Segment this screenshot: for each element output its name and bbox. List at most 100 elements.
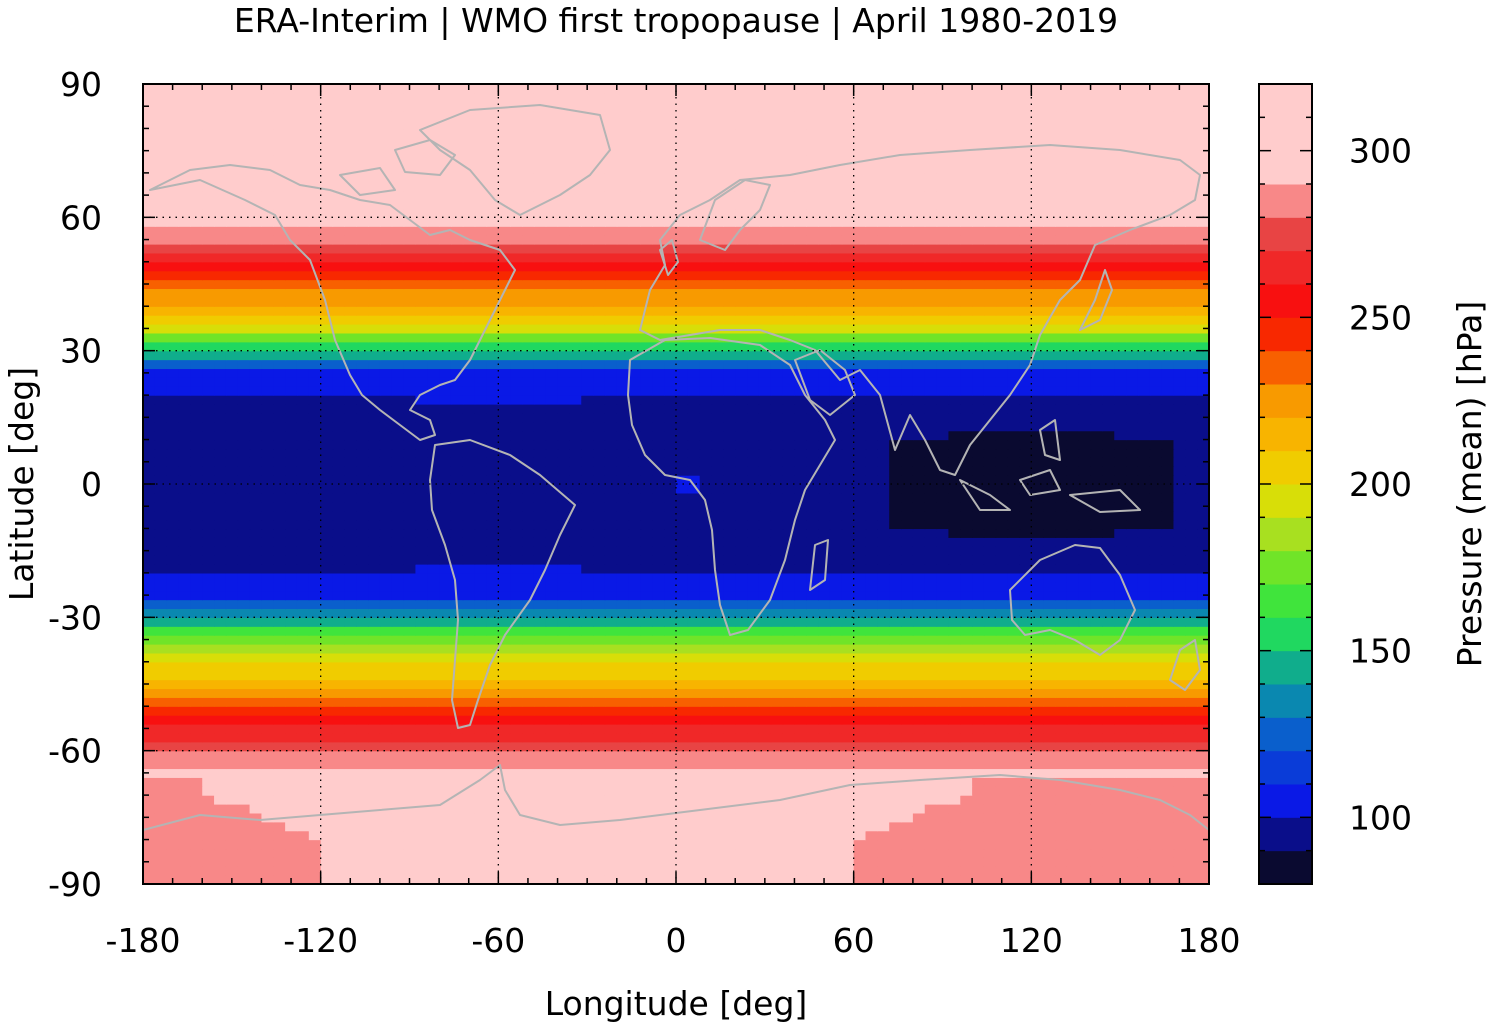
heatmap-cell [1137,652,1151,663]
heatmap-cell [1161,724,1175,734]
heatmap-cell [1043,501,1056,512]
heatmap-cell [1137,510,1151,521]
heatmap-cell [379,830,393,841]
heatmap-cell [1102,395,1115,405]
heatmap-cell [983,599,997,610]
heatmap-cell [652,839,665,850]
heatmap-cell [379,590,393,601]
heatmap-cell [747,830,760,841]
heatmap-cell [664,581,677,592]
heatmap-cell [865,546,878,556]
heatmap-cell [593,732,606,743]
heatmap-cell [983,644,997,654]
heatmap-cell [829,421,843,432]
heatmap-cell [261,430,274,441]
heatmap-cell [166,537,180,547]
heatmap-cell [486,510,499,521]
heatmap-cell [273,804,286,814]
heatmap-cell [877,590,890,601]
heatmap-cell [522,492,535,503]
heatmap-cell [1197,626,1209,636]
heatmap-cell [664,466,677,476]
heatmap-cell [735,635,748,645]
heatmap-cell [581,670,594,681]
heatmap-cell [593,395,606,405]
heatmap-cell [296,590,310,601]
heatmap-cell [154,564,168,574]
heatmap-cell [190,475,203,485]
heatmap-cell [1185,572,1198,583]
heatmap-cell [1173,706,1186,716]
heatmap-cell [723,750,736,761]
heatmap-cell [379,812,393,823]
heatmap-cell [1031,661,1044,672]
heatmap-cell [1043,430,1056,441]
heatmap-cell [356,724,369,734]
heatmap-cell [273,830,286,841]
heatmap-cell [794,572,807,583]
heatmap-cell [924,777,938,787]
heatmap-cell [1102,848,1115,858]
heatmap-cell [296,395,310,405]
heatmap-cell [533,386,547,396]
heatmap-cell [474,759,488,770]
heatmap-cell [308,777,322,787]
heatmap-cell [853,795,867,805]
heatmap-cell [391,741,405,752]
heatmap-cell [735,572,748,583]
heatmap-cell [356,706,369,716]
heatmap-cell [1019,750,1032,761]
heatmap-cell [202,439,215,450]
heatmap-cell [1161,537,1175,547]
heatmap-cell [818,590,831,601]
heatmap-cell [747,430,760,441]
heatmap-cell [747,839,760,850]
heatmap-cell [758,501,772,512]
heatmap-cell [983,768,997,778]
heatmap-cell [462,528,476,538]
heatmap-cell [853,830,867,841]
heatmap-cell [545,750,559,761]
heatmap-cell [237,537,251,547]
heatmap-cell [652,724,665,734]
heatmap-cell [747,786,760,796]
heatmap-cell [687,608,701,618]
heatmap-cell [664,439,677,450]
heatmap-cell [1149,652,1163,663]
heatmap-cell [427,715,440,725]
heatmap-cell [818,484,831,494]
heatmap-cell [1090,528,1103,538]
heatmap-cell [166,484,180,494]
heatmap-cell [178,830,191,841]
heatmap-cell [166,626,180,636]
heatmap-cell [261,626,274,636]
heatmap-cell [995,564,1009,574]
heatmap-cell [344,804,357,814]
heatmap-cell [912,670,926,681]
heatmap-cell [1161,528,1175,538]
heatmap-cell [901,484,914,494]
heatmap-cell [829,732,843,743]
heatmap-cell [403,386,417,396]
heatmap-cell [735,466,748,476]
heatmap-cell [474,777,488,787]
heatmap-cell [699,724,713,734]
heatmap-cell [758,590,772,601]
heatmap-cell [983,724,997,734]
heatmap-cell [143,537,156,547]
heatmap-cell [308,581,322,592]
heatmap-cell [462,724,476,734]
heatmap-cell [687,679,701,690]
heatmap-cell [285,448,298,458]
heatmap-cell [415,555,428,565]
heatmap-cell [285,804,298,814]
heatmap-cell [1114,644,1127,654]
heatmap-cell [332,475,345,485]
heatmap-cell [474,652,488,663]
heatmap-cell [841,484,855,494]
heatmap-cell [912,750,926,761]
heatmap-cell [924,617,938,627]
heatmap-cell [901,421,914,432]
heatmap-cell [1078,661,1092,672]
heatmap-cell [853,484,867,494]
